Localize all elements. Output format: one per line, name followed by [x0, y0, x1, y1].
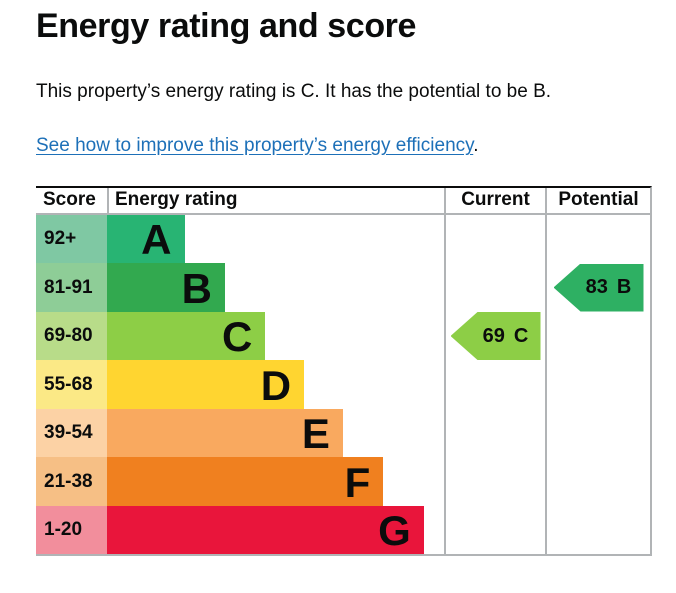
score-range-label: 81-91: [44, 276, 93, 298]
band-row: 81-91 B 83 B: [36, 263, 650, 312]
rating-bar: D: [107, 360, 305, 409]
score-range-cell: 1-20: [36, 505, 107, 555]
potential-score-value: 83: [585, 276, 608, 299]
header-energy-rating: Energy rating: [107, 187, 444, 213]
improve-link[interactable]: See how to improve this property’s energ…: [36, 135, 474, 157]
score-range-label: 69-80: [44, 325, 93, 347]
potential-cell: [545, 360, 650, 409]
rating-bar-cell: A: [107, 214, 444, 264]
rating-letter: E: [301, 410, 330, 458]
score-range-cell: 55-68: [36, 360, 107, 409]
score-range-cell: 21-38: [36, 457, 107, 506]
rating-bar: F: [107, 457, 384, 506]
header-potential: Potential: [545, 187, 650, 213]
rating-letter: B: [181, 264, 212, 312]
current-cell: [444, 457, 545, 506]
potential-band-letter: B: [616, 276, 632, 299]
rating-bar-cell: D: [107, 360, 444, 409]
potential-cell: [545, 408, 650, 458]
current-band-letter: C: [513, 324, 529, 347]
energy-rating-chart: Score Energy rating Current Potential 92…: [36, 185, 652, 557]
score-range-cell: 39-54: [36, 408, 107, 458]
rating-bar-cell: C: [107, 311, 444, 361]
score-range-cell: 81-91: [36, 263, 107, 312]
link-period: .: [473, 135, 479, 157]
rating-bar: E: [107, 408, 343, 458]
score-range-label: 1-20: [44, 519, 83, 541]
rating-letter: F: [344, 458, 371, 506]
potential-cell: [545, 311, 650, 361]
chart-header-row: Score Energy rating Current Potential: [36, 187, 650, 215]
score-range-label: 92+: [44, 228, 77, 250]
rating-bar-cell: E: [107, 408, 444, 458]
rating-letter: D: [260, 361, 292, 409]
potential-cell: [545, 214, 650, 264]
score-range-label: 55-68: [44, 373, 93, 395]
rating-bar: A: [107, 214, 185, 264]
band-row: 55-68 D: [36, 360, 650, 409]
score-range-label: 21-38: [44, 470, 93, 492]
rating-bar-cell: G: [107, 505, 444, 555]
score-range-cell: 92+: [36, 214, 107, 264]
summary-text: This property’s energy rating is C. It h…: [36, 81, 552, 103]
band-row: 69-80 C 69 C: [36, 311, 650, 361]
current-cell: [444, 360, 545, 409]
current-rating-marker: 69 C: [450, 312, 541, 361]
page-title: Energy rating and score: [36, 7, 417, 45]
rating-bar: C: [107, 311, 266, 361]
page-content: Energy rating and score This property’s …: [0, 7, 676, 557]
rating-letter: A: [141, 216, 172, 264]
rating-bar: B: [107, 263, 225, 312]
rating-bar: G: [107, 505, 424, 555]
band-row: 92+ A: [36, 214, 650, 264]
current-score-value: 69: [482, 324, 505, 347]
band-row: 1-20 G: [36, 505, 650, 555]
current-cell: [444, 408, 545, 458]
band-row: 21-38 F: [36, 457, 650, 506]
current-cell: [444, 214, 545, 264]
chart-body: 92+ A 81-91 B 83 B 69-80 C 69 C: [36, 214, 650, 555]
potential-cell: [545, 457, 650, 506]
rating-bar-cell: B: [107, 263, 444, 312]
current-cell: [444, 505, 545, 555]
rating-letter: G: [378, 507, 411, 555]
potential-cell: [545, 505, 650, 555]
current-cell: [444, 263, 545, 312]
current-cell: 69 C: [444, 311, 545, 361]
score-range-cell: 69-80: [36, 311, 107, 361]
rating-letter: C: [222, 313, 253, 361]
potential-cell: 83 B: [545, 263, 650, 312]
potential-rating-marker: 83 B: [553, 263, 644, 312]
header-score: Score: [43, 189, 96, 211]
band-row: 39-54 E: [36, 408, 650, 458]
improve-link-line: See how to improve this property’s energ…: [36, 134, 652, 159]
score-range-label: 39-54: [44, 422, 93, 444]
header-current: Current: [444, 187, 545, 213]
rating-bar-cell: F: [107, 457, 444, 506]
